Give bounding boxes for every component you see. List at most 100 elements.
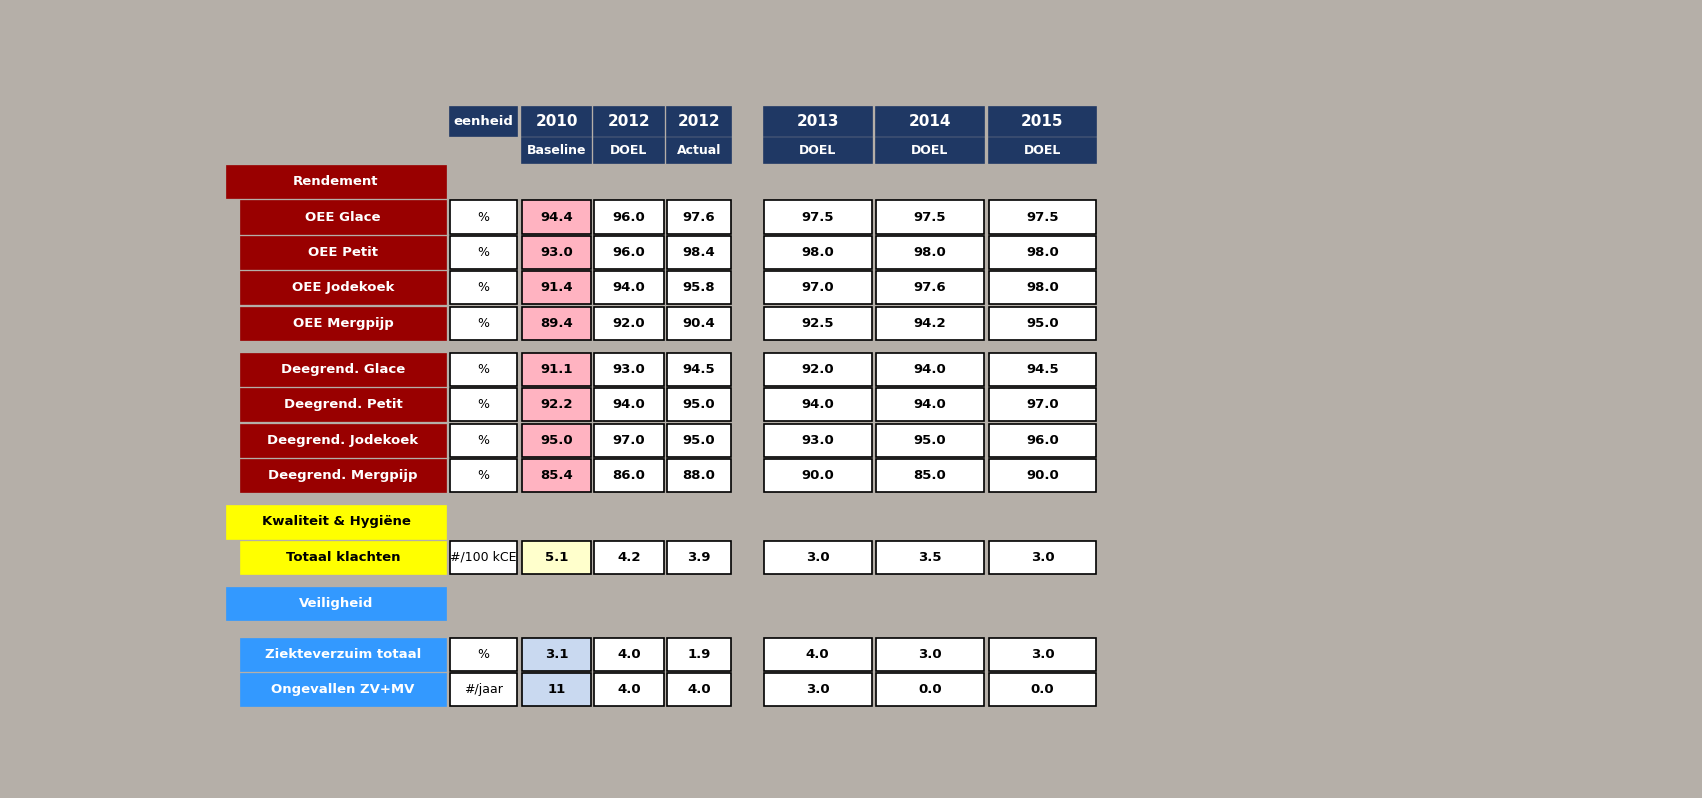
Text: #/100 kCE: #/100 kCE [449,551,517,564]
Bar [667,541,732,574]
Text: 90.0: 90.0 [802,469,834,482]
Bar [240,424,446,457]
Bar [764,389,871,421]
Bar [240,674,446,706]
Text: %: % [478,434,490,447]
Bar [764,271,871,304]
Text: 88.0: 88.0 [683,469,715,482]
Text: Ziekteverzuim totaal: Ziekteverzuim totaal [266,648,420,661]
Bar [594,138,664,163]
Text: OEE Glace: OEE Glace [305,211,381,223]
Bar [764,424,871,457]
Bar [877,541,984,574]
Text: OEE Jodekoek: OEE Jodekoek [291,282,395,294]
Bar [594,200,664,234]
Bar [594,236,664,269]
Text: 93.0: 93.0 [802,434,834,447]
Text: 85.4: 85.4 [540,469,574,482]
Text: 97.6: 97.6 [683,211,715,223]
Bar [449,389,517,421]
Bar [989,306,1096,340]
Bar [989,138,1096,163]
Text: 90.4: 90.4 [683,317,715,330]
Bar [877,306,984,340]
Bar [989,353,1096,386]
Text: Baseline: Baseline [528,144,585,157]
Bar [523,424,591,457]
Text: Actual: Actual [677,144,722,157]
Text: DOEL: DOEL [911,144,948,157]
Text: 90.0: 90.0 [1026,469,1059,482]
Text: %: % [478,246,490,259]
Bar [667,306,732,340]
Bar [989,638,1096,671]
Bar [989,424,1096,457]
Bar [240,541,446,574]
Text: 3.0: 3.0 [1031,551,1054,564]
Text: Ongevallen ZV+MV: Ongevallen ZV+MV [271,683,415,697]
Text: 98.4: 98.4 [683,246,715,259]
Bar [667,107,732,136]
Text: 95.0: 95.0 [540,434,574,447]
Text: 3.0: 3.0 [917,648,941,661]
Bar [226,587,446,620]
Text: %: % [478,363,490,376]
Text: 2014: 2014 [909,113,951,128]
Text: %: % [478,282,490,294]
Bar [989,459,1096,492]
Text: Veiligheid: Veiligheid [300,597,373,610]
Bar [594,541,664,574]
Bar [667,271,732,304]
Text: 97.0: 97.0 [802,282,834,294]
Bar [240,236,446,269]
Text: 4.0: 4.0 [618,683,640,697]
Text: Kwaliteit & Hygiëne: Kwaliteit & Hygiëne [262,516,410,528]
Text: OEE Petit: OEE Petit [308,246,378,259]
Text: DOEL: DOEL [798,144,836,157]
Bar [667,200,732,234]
Bar [667,389,732,421]
Bar [240,389,446,421]
Bar [240,306,446,340]
Text: Totaal klachten: Totaal klachten [286,551,400,564]
Bar [764,638,871,671]
Text: 93.0: 93.0 [613,363,645,376]
Bar [523,138,591,163]
Bar [764,236,871,269]
Bar [989,236,1096,269]
Text: 97.0: 97.0 [613,434,645,447]
Text: 92.2: 92.2 [540,398,574,412]
Bar [523,306,591,340]
Text: 0.0: 0.0 [917,683,941,697]
Bar [764,674,871,706]
Bar [594,638,664,671]
Bar [764,353,871,386]
Bar [449,541,517,574]
Bar [989,271,1096,304]
Bar [667,674,732,706]
Text: 4.0: 4.0 [618,648,640,661]
Text: 2012: 2012 [677,113,720,128]
Bar [764,541,871,574]
Text: 96.0: 96.0 [613,211,645,223]
Text: 3.9: 3.9 [688,551,711,564]
Bar [449,107,517,136]
Text: 96.0: 96.0 [1026,434,1059,447]
Bar [226,165,446,198]
Bar [989,107,1096,136]
Text: 97.6: 97.6 [914,282,946,294]
Bar [594,353,664,386]
Text: 89.4: 89.4 [540,317,574,330]
Text: 93.0: 93.0 [540,246,574,259]
Bar [877,459,984,492]
Bar [240,200,446,234]
Bar [226,505,446,539]
Text: 11: 11 [548,683,565,697]
Text: %: % [478,317,490,330]
Text: 95.8: 95.8 [683,282,715,294]
Bar [594,107,664,136]
Bar [223,102,734,704]
Bar [240,353,446,386]
Text: Deegrend. Glace: Deegrend. Glace [281,363,405,376]
Bar [877,236,984,269]
